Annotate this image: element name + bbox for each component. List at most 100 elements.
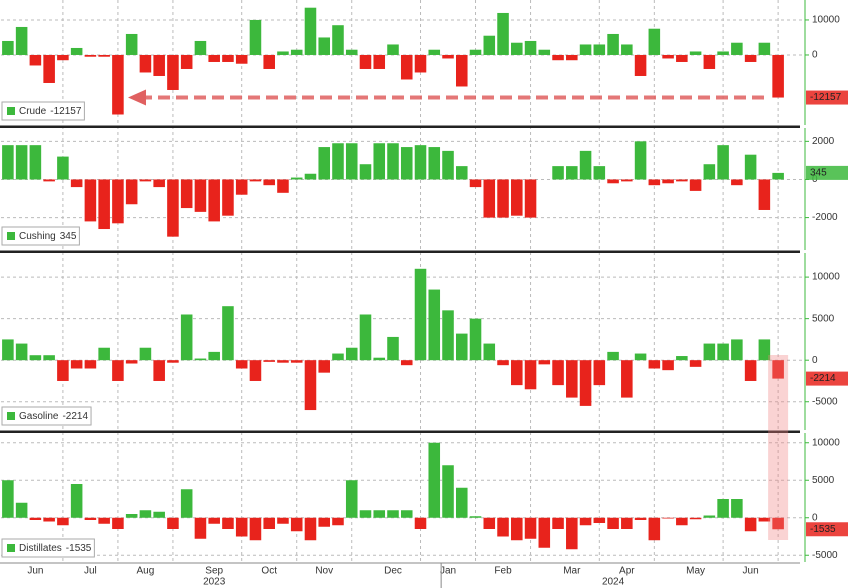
bar bbox=[304, 173, 317, 180]
bar bbox=[538, 517, 551, 548]
bar bbox=[2, 40, 14, 55]
bar bbox=[194, 179, 207, 212]
bar bbox=[304, 360, 317, 411]
bar bbox=[57, 54, 69, 61]
bar bbox=[552, 54, 564, 61]
legend-value: -1535 bbox=[66, 543, 92, 554]
panel-separator bbox=[0, 250, 800, 253]
bar bbox=[621, 179, 633, 182]
bar bbox=[483, 517, 496, 529]
x-tick-label: Dec bbox=[384, 566, 402, 577]
bar bbox=[235, 179, 248, 195]
bar bbox=[772, 54, 784, 98]
bar bbox=[318, 360, 331, 373]
bar bbox=[208, 517, 220, 524]
bar bbox=[290, 360, 303, 363]
bar bbox=[290, 517, 303, 532]
bar bbox=[359, 314, 372, 361]
bar bbox=[428, 49, 441, 55]
bar bbox=[84, 54, 97, 57]
bar bbox=[469, 318, 482, 361]
bar bbox=[717, 499, 729, 518]
bar bbox=[332, 517, 344, 526]
bar bbox=[483, 343, 496, 361]
bar bbox=[277, 179, 289, 193]
bar bbox=[442, 54, 454, 59]
bar bbox=[400, 54, 413, 80]
bar bbox=[98, 54, 110, 57]
bar bbox=[304, 7, 317, 55]
bar bbox=[318, 147, 331, 180]
bar bbox=[428, 442, 441, 518]
x-tick-label: Aug bbox=[137, 566, 155, 577]
bar bbox=[758, 339, 771, 361]
legend-box bbox=[1, 101, 85, 121]
bar bbox=[263, 179, 275, 186]
bar bbox=[359, 510, 372, 518]
bar bbox=[194, 358, 207, 361]
bar bbox=[332, 353, 344, 361]
x-tick-label: May bbox=[686, 566, 705, 577]
bar bbox=[566, 166, 578, 180]
bar bbox=[222, 54, 234, 62]
bar bbox=[731, 42, 743, 55]
bar bbox=[235, 517, 248, 537]
bar bbox=[235, 54, 248, 64]
bar bbox=[703, 343, 716, 361]
bar bbox=[180, 54, 193, 69]
bar bbox=[153, 511, 165, 518]
bar bbox=[180, 314, 193, 361]
legend-box bbox=[1, 538, 95, 558]
legend-text: Gasoline -2214 bbox=[19, 411, 88, 422]
bar bbox=[621, 44, 633, 55]
bar bbox=[676, 54, 688, 62]
bar bbox=[2, 145, 14, 180]
bar bbox=[29, 145, 42, 180]
bar bbox=[139, 54, 152, 73]
bar bbox=[43, 179, 55, 182]
legend: Distillates -1535 bbox=[1, 538, 95, 558]
legend-text: Crude -12157 bbox=[19, 106, 82, 117]
bar bbox=[469, 49, 482, 55]
bar bbox=[332, 25, 344, 55]
bar bbox=[345, 49, 358, 55]
bar bbox=[744, 517, 757, 532]
y-tick-label: 5000 bbox=[812, 313, 835, 324]
x-tick-label: Nov bbox=[315, 566, 333, 577]
x-tick-label: Jun bbox=[743, 566, 759, 577]
bar bbox=[208, 179, 220, 222]
bar bbox=[387, 510, 399, 518]
arrow-head bbox=[128, 89, 146, 106]
x-tick-label: Jan bbox=[440, 566, 456, 577]
bar bbox=[703, 164, 716, 180]
bar bbox=[345, 347, 358, 361]
x-tick-label: Oct bbox=[261, 566, 277, 577]
bar bbox=[469, 516, 482, 518]
bar bbox=[318, 37, 331, 55]
bar bbox=[511, 179, 523, 216]
bar bbox=[153, 179, 165, 188]
bar bbox=[112, 360, 124, 381]
bar bbox=[648, 179, 661, 186]
bar bbox=[511, 517, 523, 541]
bar bbox=[167, 179, 179, 237]
bar bbox=[15, 502, 28, 518]
bar bbox=[70, 360, 83, 369]
bar bbox=[593, 360, 606, 386]
bar bbox=[29, 517, 42, 520]
bar bbox=[235, 360, 248, 369]
bar bbox=[125, 360, 138, 364]
bar bbox=[194, 40, 207, 55]
bar bbox=[414, 268, 427, 361]
bar bbox=[249, 517, 262, 541]
bar bbox=[648, 517, 661, 541]
bar bbox=[607, 517, 619, 529]
bar bbox=[744, 54, 757, 62]
bar bbox=[139, 179, 152, 182]
bar bbox=[112, 179, 124, 224]
bar bbox=[43, 517, 55, 522]
bar bbox=[593, 166, 606, 180]
legend: Cushing 345 bbox=[1, 226, 80, 246]
year-label: 2024 bbox=[602, 577, 625, 588]
